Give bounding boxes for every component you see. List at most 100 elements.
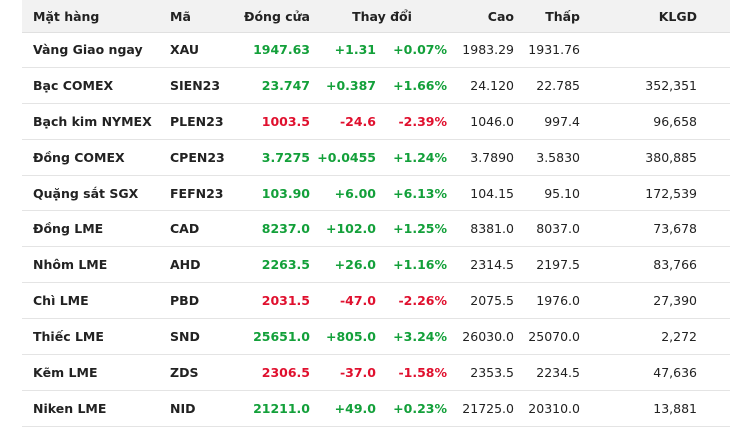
- volume: 380,885: [645, 149, 697, 165]
- low: 20310.0: [528, 400, 580, 416]
- change-percent: +1.16%: [393, 257, 447, 273]
- commodity-name: Nhôm LME: [33, 257, 108, 273]
- commodity-name: Kẽm LME: [33, 365, 98, 381]
- change: +1.31: [334, 41, 376, 57]
- close-price: 25651.0: [253, 329, 310, 345]
- change-percent: +6.13%: [393, 185, 447, 201]
- commodity-name: Thiếc LME: [33, 329, 104, 345]
- change-percent: +0.23%: [393, 400, 447, 416]
- symbol: SND: [170, 329, 200, 345]
- symbol: NID: [170, 400, 196, 416]
- low: 95.10: [544, 185, 580, 201]
- volume: 13,881: [653, 400, 697, 416]
- commodity-name: Niken LME: [33, 400, 107, 416]
- low: 3.5830: [536, 149, 580, 165]
- change: -24.6: [339, 113, 376, 129]
- header-cell: Mã: [170, 8, 191, 24]
- close-price: 2031.5: [261, 293, 310, 309]
- change: -37.0: [339, 365, 376, 381]
- close-price: 1003.5: [261, 113, 310, 129]
- commodity-name: Đồng COMEX: [33, 149, 125, 165]
- high: 24.120: [470, 77, 514, 93]
- symbol: XAU: [170, 41, 200, 57]
- low: 8037.0: [536, 221, 580, 237]
- commodity-name: Quặng sắt SGX: [33, 185, 139, 201]
- commodity-name: Đồng LME: [33, 221, 104, 237]
- change-percent: -1.58%: [398, 365, 447, 381]
- high: 8381.0: [470, 221, 514, 237]
- close-price: 3.7275: [261, 149, 310, 165]
- header-cell: Thấp: [545, 8, 580, 24]
- close-price: 2306.5: [261, 365, 310, 381]
- commodity-name: Bạc COMEX: [33, 77, 114, 93]
- volume: 27,390: [653, 293, 697, 309]
- volume: 352,351: [645, 77, 697, 93]
- close-price: 23.747: [261, 77, 310, 93]
- volume: 2,272: [661, 329, 697, 345]
- volume: 47,636: [653, 365, 697, 381]
- table-row: Bạc COMEX SIEN23 23.747 +0.387 +1.66% 24.120 2…: [22, 68, 730, 104]
- low: 997.4: [544, 113, 580, 129]
- change: +6.00: [334, 185, 376, 201]
- close-price: 21211.0: [253, 400, 310, 416]
- header-cell: Cao: [487, 8, 514, 24]
- symbol: ZDS: [170, 365, 199, 381]
- change-percent: +3.24%: [393, 329, 447, 345]
- change-percent: -2.39%: [398, 113, 447, 129]
- low: 1976.0: [536, 293, 580, 309]
- volume: 73,678: [653, 221, 697, 237]
- change-percent: +1.66%: [393, 77, 447, 93]
- commodity-name: Bạch kim NYMEX: [33, 113, 152, 129]
- commodity-name: Chì LME: [33, 293, 89, 309]
- change-percent: +1.25%: [393, 221, 447, 237]
- table-row: Niken LME NID 21211.0 +49.0 +0.23% 21725.0 203…: [22, 391, 730, 427]
- high: 2353.5: [470, 365, 514, 381]
- table-row: Kẽm LME ZDS 2306.5 -37.0 -1.58% 2353.5 2234.5 4…: [22, 355, 730, 391]
- close-price: 8237.0: [261, 221, 310, 237]
- change-percent: +0.07%: [393, 41, 447, 57]
- close-price: 103.90: [261, 185, 310, 201]
- high: 21725.0: [462, 400, 514, 416]
- high: 3.7890: [470, 149, 514, 165]
- change: +0.387: [325, 77, 376, 93]
- table-row: Quặng sắt SGX FEFN23 103.90 +6.00 +6.13% 104.…: [22, 176, 730, 212]
- change: +0.0455: [317, 149, 376, 165]
- volume: 96,658: [653, 113, 697, 129]
- table-row: Đồng COMEX CPEN23 3.7275 +0.0455 +1.24% 3.789…: [22, 140, 730, 176]
- symbol: PLEN23: [170, 113, 224, 129]
- symbol: CAD: [170, 221, 200, 237]
- header-cell: KLGD: [658, 8, 697, 24]
- high: 26030.0: [462, 329, 514, 345]
- low: 2234.5: [536, 365, 580, 381]
- change-percent: -2.26%: [398, 293, 447, 309]
- header-cell: Thay đổi: [352, 8, 412, 24]
- low: 25070.0: [528, 329, 580, 345]
- table-row: Thiếc LME SND 25651.0 +805.0 +3.24% 26030.0 25…: [22, 319, 730, 356]
- high: 2075.5: [470, 293, 514, 309]
- table-header: Mặt hàng Mã Đóng cửa Thay đổi Cao Thấp KLGD: [22, 0, 730, 33]
- table-row: Vàng Giao ngay XAU 1947.63 +1.31 +0.07% 1983.…: [22, 32, 730, 68]
- symbol: FEFN23: [170, 185, 224, 201]
- table-row: Đồng LME CAD 8237.0 +102.0 +1.25% 8381.0 8037.…: [22, 212, 730, 248]
- volume: 83,766: [653, 257, 697, 273]
- change: -47.0: [339, 293, 376, 309]
- high: 1983.29: [462, 41, 514, 57]
- low: 22.785: [536, 77, 580, 93]
- low: 1931.76: [528, 41, 580, 57]
- high: 1046.0: [470, 113, 514, 129]
- commodity-name: Vàng Giao ngay: [33, 41, 143, 57]
- volume: 172,539: [645, 185, 697, 201]
- close-price: 2263.5: [261, 257, 310, 273]
- symbol: CPEN23: [170, 149, 225, 165]
- symbol: AHD: [170, 257, 201, 273]
- low: 2197.5: [536, 257, 580, 273]
- table-row: Chì LME PBD 2031.5 -47.0 -2.26% 2075.5 1976.0 2…: [22, 283, 730, 320]
- change: +26.0: [334, 257, 376, 273]
- header-cell: Mặt hàng: [33, 8, 100, 24]
- change: +49.0: [334, 400, 376, 416]
- table-row: Nhôm LME AHD 2263.5 +26.0 +1.16% 2314.5 2197.5…: [22, 247, 730, 284]
- close-price: 1947.63: [253, 41, 310, 57]
- high: 104.15: [470, 185, 514, 201]
- high: 2314.5: [470, 257, 514, 273]
